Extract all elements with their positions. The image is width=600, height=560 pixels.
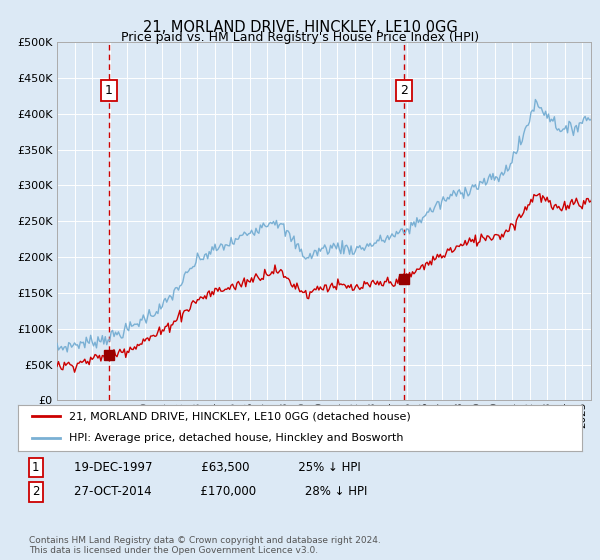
- Text: Price paid vs. HM Land Registry's House Price Index (HPI): Price paid vs. HM Land Registry's House …: [121, 31, 479, 44]
- Text: 21, MORLAND DRIVE, HINCKLEY, LE10 0GG: 21, MORLAND DRIVE, HINCKLEY, LE10 0GG: [143, 20, 457, 35]
- Text: 2: 2: [32, 486, 40, 498]
- Text: 2: 2: [400, 84, 408, 97]
- Text: Contains HM Land Registry data © Crown copyright and database right 2024.
This d: Contains HM Land Registry data © Crown c…: [29, 535, 381, 555]
- Text: 19-DEC-1997             £63,500             25% ↓ HPI: 19-DEC-1997 £63,500 25% ↓ HPI: [74, 461, 361, 474]
- Text: 1: 1: [32, 461, 40, 474]
- Text: 27-OCT-2014             £170,000             28% ↓ HPI: 27-OCT-2014 £170,000 28% ↓ HPI: [74, 486, 368, 498]
- Text: HPI: Average price, detached house, Hinckley and Bosworth: HPI: Average price, detached house, Hinc…: [69, 433, 403, 443]
- Text: 1: 1: [105, 84, 113, 97]
- Text: 21, MORLAND DRIVE, HINCKLEY, LE10 0GG (detached house): 21, MORLAND DRIVE, HINCKLEY, LE10 0GG (d…: [69, 412, 410, 421]
